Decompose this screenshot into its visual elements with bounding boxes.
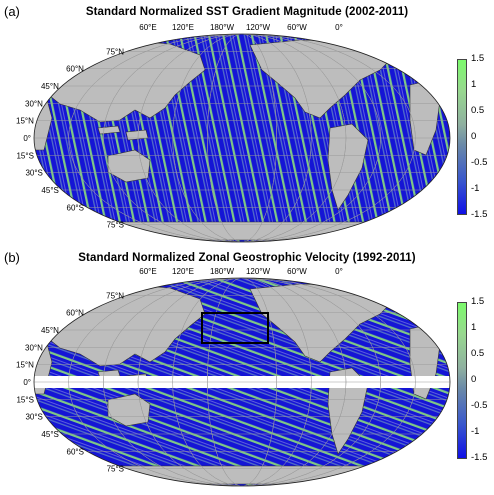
colorbar-tick: -0.5 [471, 157, 488, 168]
latitude-label: 15°N [16, 117, 34, 126]
colorbar-tick: 1.5 [471, 53, 485, 64]
latitude-label: 75°N [106, 47, 124, 56]
land-mass [107, 393, 151, 427]
panel-b: (b) Standard Normalized Zonal Geostrophi… [0, 246, 494, 495]
colorbar-tick: 1 [471, 322, 477, 333]
panel-label: (a) [4, 4, 20, 19]
latitude-label: 30°S [25, 413, 42, 422]
longitude-gridline [68, 34, 416, 242]
land-mass [125, 129, 149, 141]
colorbar [457, 302, 467, 459]
latitude-label: 75°S [107, 221, 124, 230]
colorbar [457, 59, 467, 215]
world-map: 60°E 120°E 180°W 120°W 60°W 0° 75°N 60°N 45°N 30°… [16, 267, 451, 487]
latitude-label: 0° [23, 134, 31, 143]
longitude-label: 120°W [246, 267, 271, 276]
latitude-label: 60°S [67, 447, 84, 456]
longitude-gridline [137, 34, 347, 242]
longitude-gridline [68, 278, 416, 486]
colorbar-tick: 0.5 [471, 348, 485, 359]
land-mass [327, 367, 369, 455]
latitude-label: 45°N [41, 82, 59, 91]
longitude-gridline [207, 34, 277, 242]
longitude-label: 60°W [287, 23, 307, 32]
longitude-label: 120°W [246, 23, 271, 32]
longitude-label: 180°W [210, 23, 235, 32]
longitude-gridline [207, 278, 277, 486]
colorbar-tick: -1 [471, 426, 480, 437]
colorbar-tick: -0.5 [471, 400, 488, 411]
latitude-label: 15°S [16, 395, 33, 404]
land-mass [371, 37, 411, 63]
longitude-label: 60°W [287, 267, 307, 276]
map-outline [33, 33, 451, 243]
latitude-label: 45°S [41, 430, 58, 439]
latitude-label: 30°N [25, 99, 43, 108]
latitude-label: 60°S [67, 203, 84, 212]
longitude-label: 180°W [210, 267, 235, 276]
latitude-label: 45°S [41, 186, 58, 195]
longitude-label: 60°E [139, 267, 156, 276]
panel-title: Standard Normalized Zonal Geostrophic Ve… [78, 252, 416, 264]
latitude-label: 75°S [107, 465, 124, 474]
colorbar-tick: 0.5 [471, 105, 485, 116]
longitude-gridline [137, 278, 347, 486]
latitude-label: 30°S [25, 169, 42, 178]
longitude-label: 120°E [172, 267, 194, 276]
longitude-gridline [172, 278, 312, 486]
land-mass [371, 281, 411, 307]
longitude-label: 60°E [139, 23, 156, 32]
panel-label: (b) [4, 250, 20, 265]
longitude-gridline [172, 34, 312, 242]
land-mass [327, 123, 369, 211]
longitude-label: 0° [335, 267, 343, 276]
panel-title: Standard Normalized SST Gradient Magnitu… [85, 6, 409, 18]
longitude-label: 0° [335, 23, 343, 32]
colorbar-tick: -1.5 [471, 452, 488, 463]
longitude-gridline [103, 278, 381, 486]
latitude-label: 60°N [66, 65, 84, 74]
colorbar-tick: -1 [471, 183, 480, 194]
latitude-label: 75°N [106, 291, 124, 300]
latitude-label: 0° [23, 378, 31, 387]
land-mass [107, 149, 151, 183]
colorbar-tick: 0 [471, 374, 477, 385]
colorbar-tick: 0 [471, 131, 477, 142]
longitude-label: 120°E [172, 23, 194, 32]
study-region-box [201, 312, 269, 344]
latitude-label: 60°N [66, 309, 84, 318]
panel-a: (a) Standard Normalized SST Gradient Mag… [4, 4, 488, 243]
latitude-label: 15°S [16, 151, 33, 160]
latitude-label: 15°N [16, 361, 34, 370]
colorbar-tick: 1.5 [471, 296, 485, 307]
colorbar-tick: 1 [471, 79, 477, 90]
longitude-gridline [103, 34, 381, 242]
map-outline [33, 277, 451, 487]
latitude-label: 30°N [25, 343, 43, 352]
world-map: 60°E 120°E 180°W 120°W 60°W 0° 75°N 60°N 45°N 30°… [16, 23, 451, 243]
latitude-label: 45°N [41, 326, 59, 335]
colorbar-tick: -1.5 [471, 209, 488, 220]
